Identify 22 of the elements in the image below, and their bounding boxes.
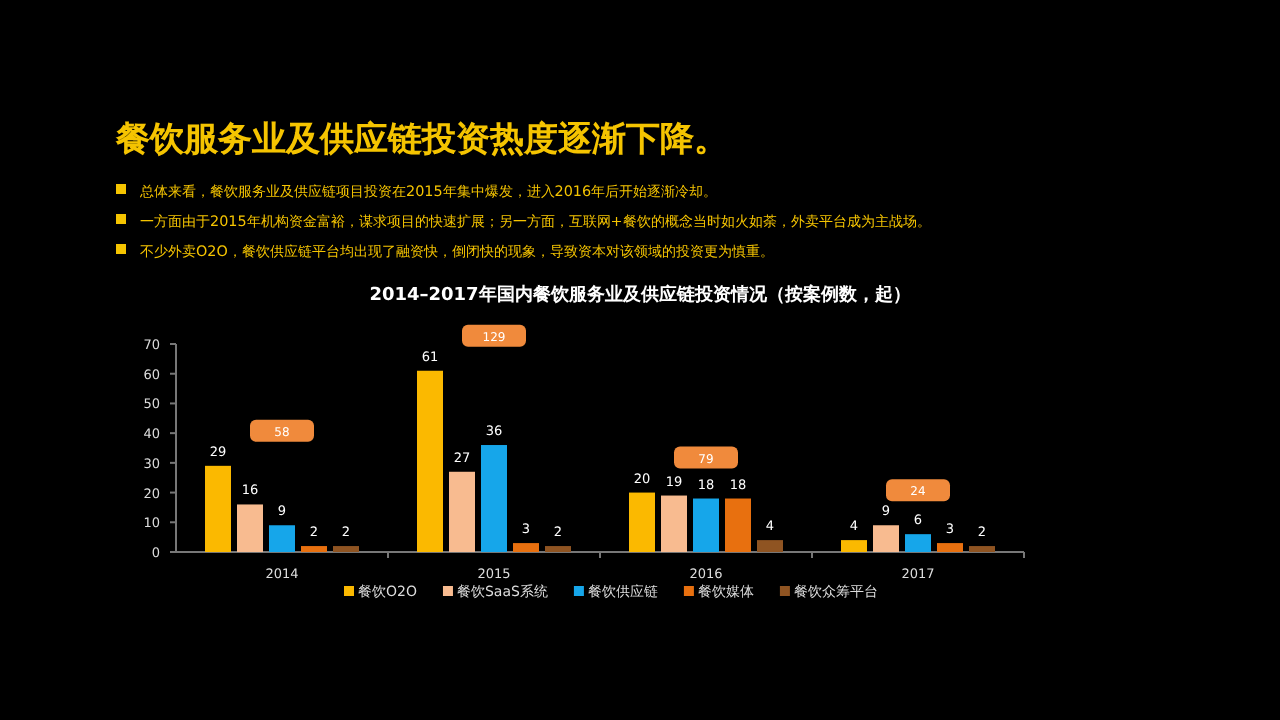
bar xyxy=(449,471,475,552)
chart-subtitle: 2014–2017年国内餐饮服务业及供应链投资情况（按案例数，起） xyxy=(369,284,911,306)
bar xyxy=(725,498,751,552)
bar xyxy=(757,540,783,552)
bar xyxy=(545,546,571,552)
bar xyxy=(841,540,867,552)
bar xyxy=(237,504,263,552)
bar xyxy=(333,546,359,552)
bar xyxy=(937,543,963,552)
bar xyxy=(661,495,687,552)
bar xyxy=(629,492,655,552)
chart-title: 餐饮服务业及供应链投资热度逐渐下降。 xyxy=(114,120,728,160)
bar xyxy=(513,543,539,552)
bar xyxy=(969,546,995,552)
bar xyxy=(205,465,231,552)
bar xyxy=(301,546,327,552)
bar xyxy=(873,525,899,552)
bar xyxy=(693,498,719,552)
bar xyxy=(905,534,931,552)
bar xyxy=(481,445,507,552)
bar xyxy=(269,525,295,552)
bar xyxy=(417,370,443,552)
